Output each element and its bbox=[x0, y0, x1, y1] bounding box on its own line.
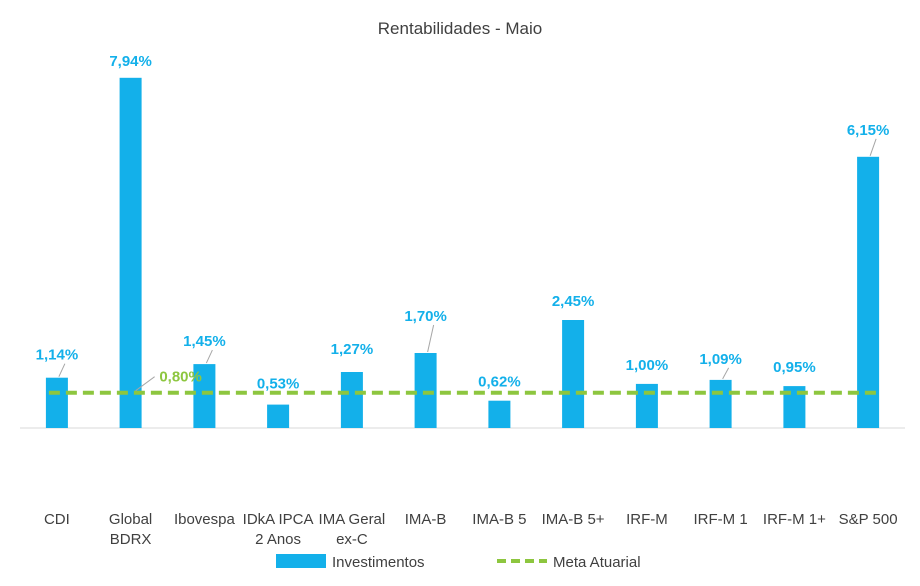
x-tick-label-6: IMA-B 5 bbox=[472, 511, 526, 528]
x-tick-label-4-line-1: ex-C bbox=[336, 531, 368, 548]
bar-3 bbox=[267, 404, 290, 428]
bar-9 bbox=[709, 379, 732, 428]
x-tick-label-10: IRF-M 1+ bbox=[763, 511, 826, 528]
data-label-leader-5 bbox=[427, 324, 435, 353]
data-label-0: 1,14% bbox=[36, 347, 79, 364]
data-label-11: 6,15% bbox=[847, 122, 890, 139]
data-label-leader-2 bbox=[205, 349, 213, 364]
x-tick-label-4-line-0: IMA Geral bbox=[319, 511, 386, 528]
bar-6 bbox=[488, 400, 511, 428]
data-label-5: 1,70% bbox=[404, 308, 447, 325]
data-label-1: 7,94% bbox=[109, 53, 152, 70]
legend-label-meta-atuarial: Meta Atuarial bbox=[553, 554, 641, 571]
bar-8 bbox=[635, 383, 658, 428]
bar-10 bbox=[783, 386, 806, 428]
data-label-9: 1,09% bbox=[699, 351, 742, 368]
meta-atuarial-leader bbox=[135, 376, 155, 392]
data-label-leader-9 bbox=[722, 367, 730, 380]
x-tick-label-3-line-1: 2 Anos bbox=[255, 531, 301, 548]
x-tick-label-2: Ibovespa bbox=[174, 511, 236, 528]
data-label-7: 2,45% bbox=[552, 293, 595, 310]
x-tick-label-9: IRF-M 1 bbox=[694, 511, 748, 528]
meta-atuarial-label: 0,80% bbox=[159, 369, 202, 386]
bar-7 bbox=[562, 320, 585, 428]
x-tick-label-5: IMA-B bbox=[405, 511, 447, 528]
legend-label-investimentos: Investimentos bbox=[332, 554, 425, 571]
legend-swatch-investimentos bbox=[276, 554, 326, 568]
x-tick-label-3-line-0: IDkA IPCA bbox=[243, 511, 314, 528]
bar-4 bbox=[340, 372, 363, 428]
x-tick-label-8: IRF-M bbox=[626, 511, 668, 528]
x-tick-label-11: S&P 500 bbox=[839, 511, 898, 528]
bar-0 bbox=[45, 377, 68, 428]
bar-5 bbox=[414, 353, 437, 428]
chart-title: Rentabilidades - Maio bbox=[378, 19, 542, 38]
data-label-2: 1,45% bbox=[183, 333, 226, 350]
bar-11 bbox=[857, 156, 880, 429]
data-label-4: 1,27% bbox=[331, 341, 374, 358]
x-tick-label-7: IMA-B 5+ bbox=[542, 511, 605, 528]
data-label-6: 0,62% bbox=[478, 374, 521, 391]
data-label-leader-0 bbox=[58, 363, 66, 377]
data-label-8: 1,00% bbox=[626, 357, 669, 374]
x-tick-label-0: CDI bbox=[44, 511, 70, 528]
data-label-10: 0,95% bbox=[773, 359, 816, 376]
data-label-3: 0,53% bbox=[257, 376, 300, 393]
data-label-leader-11 bbox=[869, 138, 877, 156]
bar-1 bbox=[119, 77, 142, 429]
bar-2 bbox=[193, 364, 216, 428]
x-tick-label-1-line-0: Global bbox=[109, 511, 152, 528]
x-tick-label-1-line-1: BDRX bbox=[110, 531, 152, 548]
